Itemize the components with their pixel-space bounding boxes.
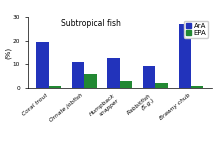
Text: Subtropical fish: Subtropical fish [61, 19, 121, 28]
Legend: ArA, EPA: ArA, EPA [184, 20, 208, 38]
Bar [72, 62, 84, 88]
Bar [178, 24, 191, 88]
Y-axis label: (%): (%) [5, 46, 11, 59]
Bar [120, 81, 132, 88]
Bar [107, 59, 120, 88]
Bar [49, 86, 61, 88]
Bar [84, 74, 97, 88]
Bar [36, 42, 49, 88]
Bar [191, 86, 204, 88]
Bar [143, 66, 155, 88]
Bar [155, 83, 168, 88]
